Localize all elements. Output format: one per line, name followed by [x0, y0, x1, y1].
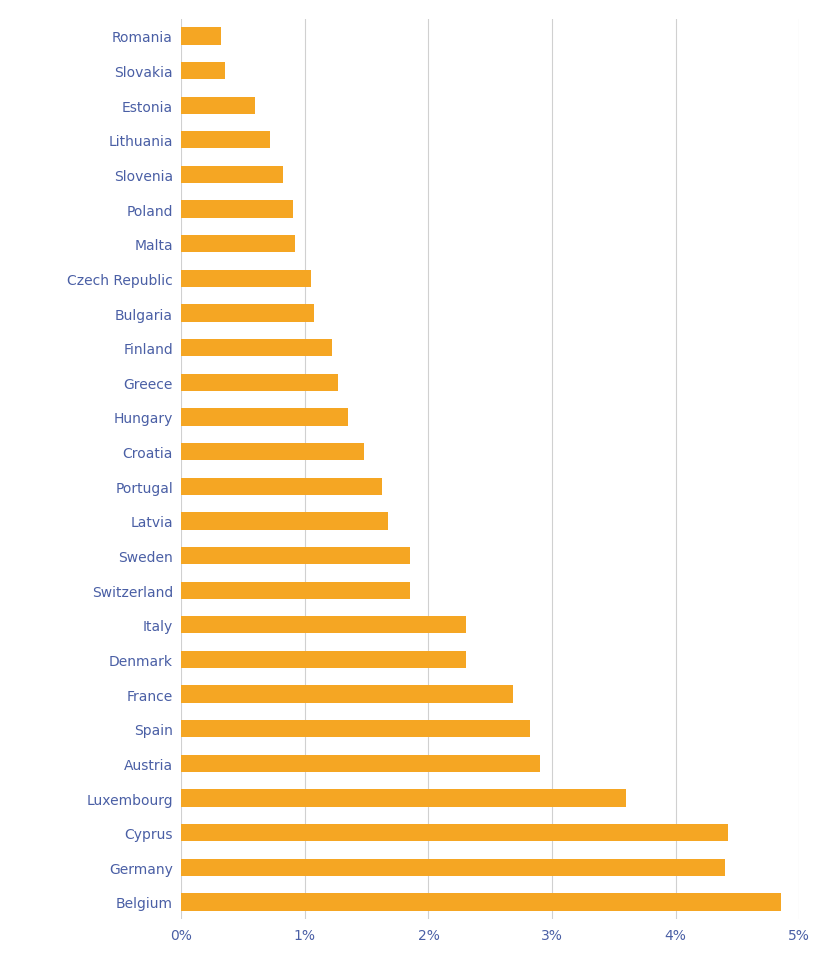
Bar — [181, 63, 224, 80]
Bar — [181, 859, 725, 876]
Bar — [181, 755, 540, 773]
Bar — [181, 132, 270, 150]
Bar — [181, 824, 728, 841]
Bar — [181, 271, 311, 288]
Bar — [181, 512, 387, 530]
Bar — [181, 686, 513, 703]
Bar — [181, 651, 466, 668]
Bar — [181, 305, 313, 323]
Bar — [181, 616, 466, 634]
Bar — [181, 98, 255, 114]
Bar — [181, 409, 348, 426]
Bar — [181, 201, 293, 218]
Bar — [181, 375, 338, 391]
Bar — [181, 443, 364, 461]
Bar — [181, 339, 332, 357]
Bar — [181, 582, 410, 600]
Bar — [181, 236, 295, 253]
Bar — [181, 721, 530, 737]
Bar — [181, 548, 410, 564]
Bar — [181, 893, 780, 911]
Bar — [181, 478, 382, 496]
Bar — [181, 166, 283, 184]
Bar — [181, 28, 221, 46]
Bar — [181, 789, 626, 807]
